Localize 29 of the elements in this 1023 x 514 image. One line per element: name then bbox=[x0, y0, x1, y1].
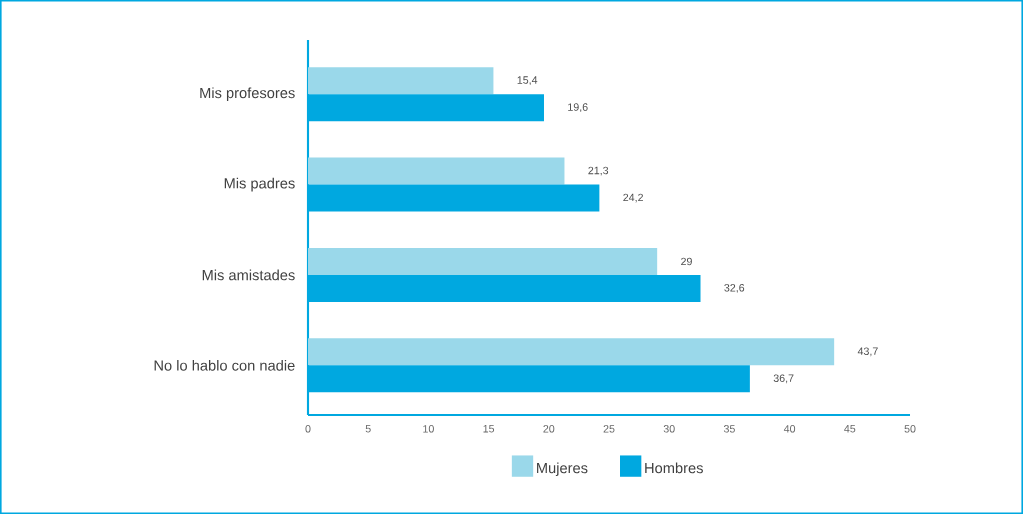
legend-label: Mujeres bbox=[537, 462, 588, 477]
data-label: 15,4 bbox=[517, 76, 538, 86]
data-label: 29 bbox=[681, 257, 692, 266]
x-tick-label: 50 bbox=[904, 425, 916, 433]
data-label: 32,6 bbox=[724, 284, 745, 293]
y-tick-label: Mis padres bbox=[224, 177, 295, 192]
data-label: 36,7 bbox=[773, 374, 794, 384]
x-tick-label: 30 bbox=[663, 425, 675, 433]
x-tick-label: 25 bbox=[603, 425, 615, 433]
x-tick-label: 0 bbox=[305, 425, 311, 433]
bar bbox=[308, 67, 494, 95]
x-tick-label: 40 bbox=[783, 425, 796, 433]
x-tick-label: 10 bbox=[423, 425, 434, 433]
data-label: 43,7 bbox=[857, 347, 878, 357]
bar bbox=[308, 247, 658, 275]
x-tick-label: 15 bbox=[483, 425, 495, 433]
legend-label: Hombres bbox=[645, 462, 703, 474]
data-label: 19,6 bbox=[568, 103, 588, 113]
y-tick-label: No lo hablo con nadie bbox=[154, 359, 295, 371]
x-tick-label: 35 bbox=[723, 425, 735, 433]
y-tick-label: Mis profesores bbox=[200, 87, 295, 102]
data-label: 24,2 bbox=[623, 193, 643, 203]
data-label: 21,3 bbox=[588, 166, 609, 176]
x-tick-label: 45 bbox=[844, 425, 856, 433]
bar bbox=[308, 157, 565, 185]
x-tick-label: 5 bbox=[365, 425, 371, 433]
bar bbox=[308, 338, 835, 366]
x-tick-label: 20 bbox=[543, 425, 555, 433]
y-tick-label: Mis amistades bbox=[202, 269, 295, 281]
